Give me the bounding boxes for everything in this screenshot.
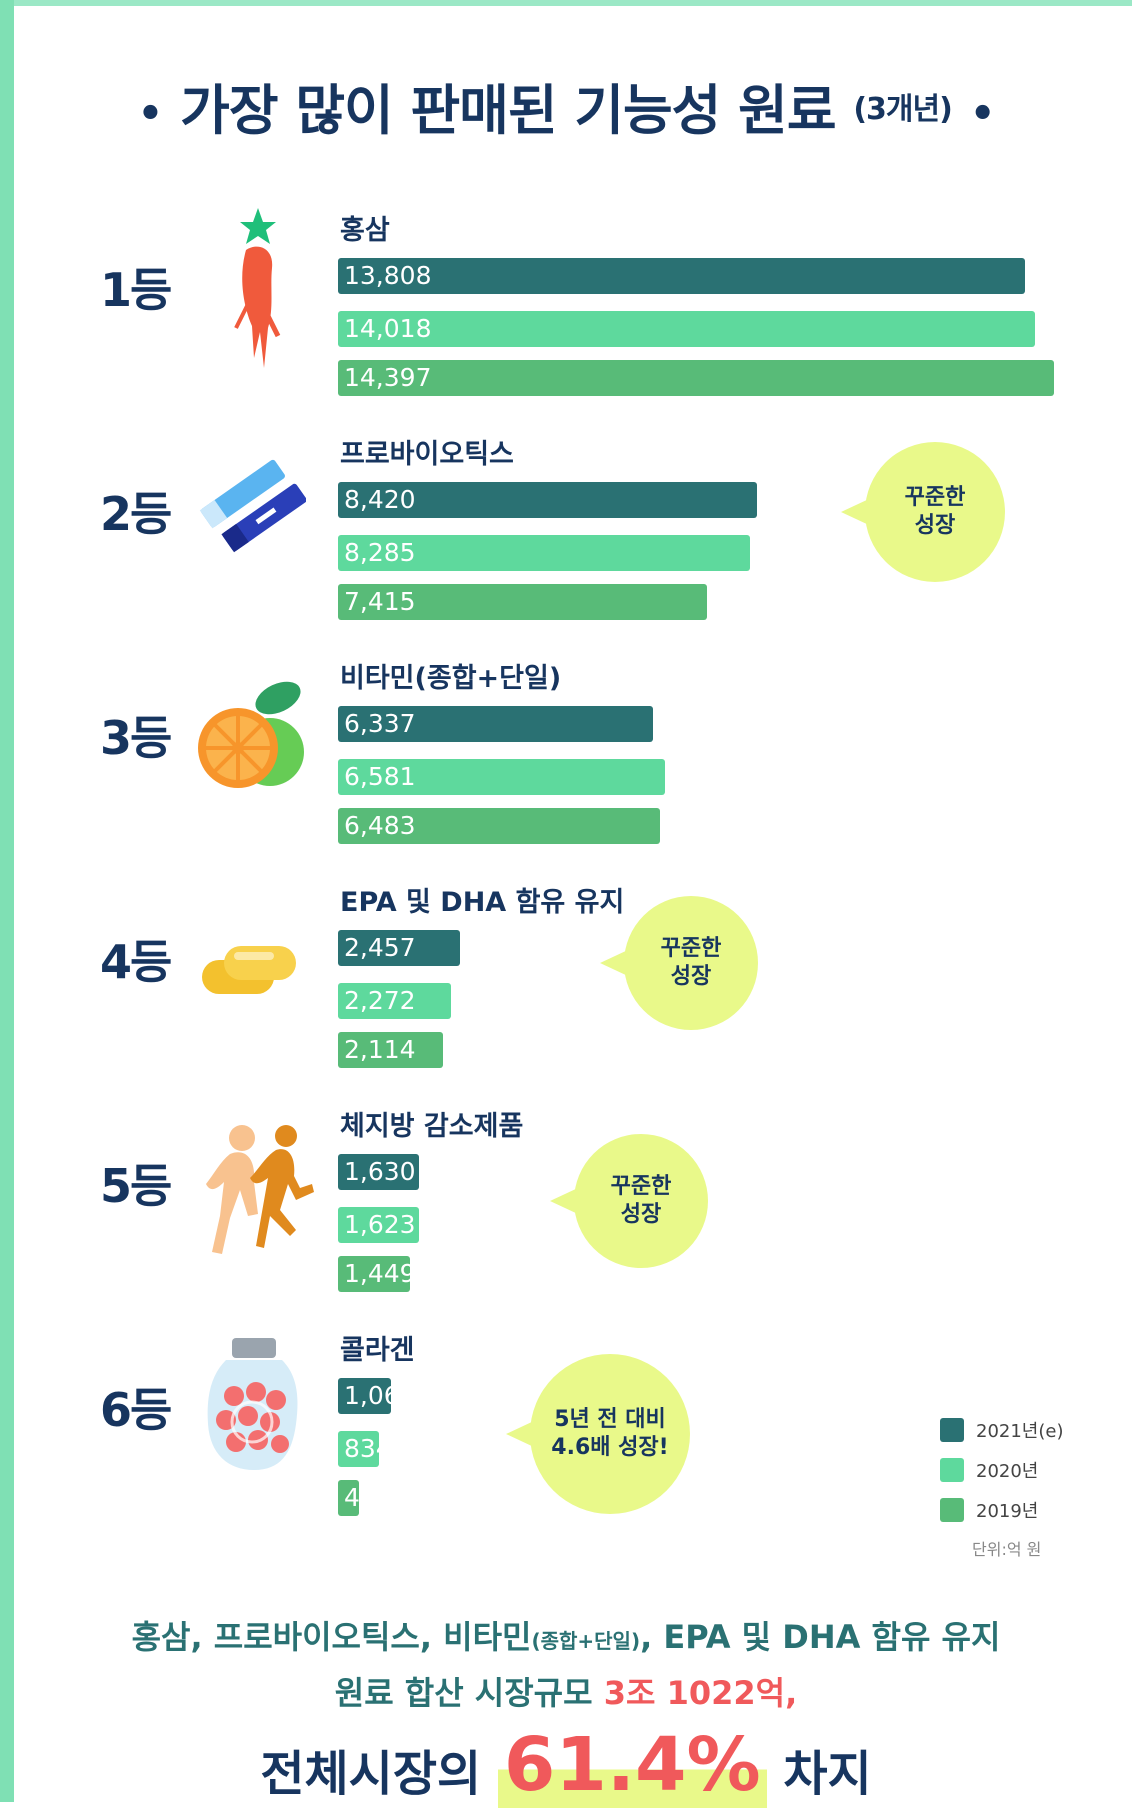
- unit-label: 단위:억 원: [972, 1540, 1042, 1559]
- legend-swatch-2021: [940, 1418, 964, 1442]
- title-bullet-left: •: [137, 91, 164, 138]
- legend-swatch-2019: [940, 1498, 964, 1522]
- title-bullet-right: •: [969, 91, 996, 138]
- legend-item-2020: 2020년: [940, 1450, 1064, 1490]
- bar-2020: 1,623: [338, 1207, 419, 1243]
- summary-line1-small: (종합+단일): [531, 1629, 641, 1653]
- summary-line3-big: 61.4%: [497, 1722, 767, 1808]
- top-border: [0, 0, 1132, 6]
- runner-icon: [200, 1118, 320, 1262]
- summary-line1-b: , EPA 및 DHA 함유 유지: [640, 1618, 1001, 1656]
- note-text: 꾸준한 성장: [610, 1174, 672, 1227]
- chart-title: • 가장 많이 판매된 기능성 원료 (3개년) •: [0, 66, 1132, 145]
- bar-2019: 427: [338, 1480, 392, 1516]
- note-bubble: 꾸준한 성장: [841, 442, 1005, 582]
- rank-label: 5등: [100, 1159, 172, 1213]
- bar-2020: 834: [338, 1431, 392, 1467]
- legend-label-2019: 2019년: [976, 1501, 1039, 1522]
- bar-2020: 6,581: [338, 759, 665, 795]
- legend: 2021년(e) 2020년 2019년: [940, 1410, 1064, 1530]
- bar-2019: 6,483: [338, 808, 660, 844]
- category-name: 비타민(종합+단일): [340, 663, 562, 694]
- omega-capsule-icon: [194, 932, 304, 1016]
- bar-2021: 1,065: [338, 1378, 416, 1414]
- category-name: 콜라겐: [340, 1335, 415, 1366]
- bar-2021: 6,337: [338, 706, 653, 742]
- bar-2021: 13,808: [338, 258, 1025, 294]
- bar-2021: 8,420: [338, 482, 757, 518]
- legend-item-2021: 2021년(e): [940, 1410, 1064, 1450]
- bar-2021: 1,630: [338, 1154, 419, 1190]
- bar-2019: 14,397: [338, 360, 1054, 396]
- summary-line1-a: 홍삼, 프로바이오틱스, 비타민: [131, 1618, 532, 1656]
- bar-2019: 7,415: [338, 584, 707, 620]
- summary-line-1: 홍삼, 프로바이오틱스, 비타민(종합+단일), EPA 및 DHA 함유 유지: [0, 1612, 1132, 1658]
- citrus-icon: [190, 676, 310, 800]
- category-name: EPA 및 DHA 함유 유지: [340, 887, 625, 918]
- rank-label: 6등: [100, 1383, 172, 1437]
- legend-swatch-2020: [940, 1458, 964, 1482]
- category-name: 체지방 감소제품: [340, 1111, 524, 1142]
- rank-label: 2등: [100, 487, 172, 541]
- category-name: 프로바이오틱스: [340, 439, 514, 470]
- legend-item-2019: 2019년: [940, 1490, 1064, 1530]
- rank-label: 3등: [100, 711, 172, 765]
- left-border: [0, 0, 14, 1802]
- bar-2020: 14,018: [338, 311, 1035, 347]
- legend-label-2021: 2021년(e): [976, 1421, 1064, 1442]
- bar-2020: 2,272: [338, 983, 451, 1019]
- note-bubble: 5년 전 대비 4.6배 성장!: [506, 1354, 690, 1514]
- note-bubble: 꾸준한 성장: [600, 896, 758, 1030]
- red-ginseng-icon: [218, 208, 298, 392]
- probiotic-stick-icon: [196, 440, 307, 574]
- note-text: 5년 전 대비 4.6배 성장!: [551, 1407, 669, 1460]
- legend-label-2020: 2020년: [976, 1461, 1039, 1482]
- rank-label: 1등: [100, 263, 172, 317]
- bar-2019: 2,114: [338, 1032, 443, 1068]
- note-text: 꾸준한 성장: [904, 485, 966, 538]
- title-main: 가장 많이 판매된 기능성 원료: [180, 79, 836, 142]
- bar-2020: 8,285: [338, 535, 750, 571]
- summary-line2-red: 3조 1022억,: [603, 1674, 798, 1712]
- note-bubble: 꾸준한 성장: [550, 1134, 708, 1268]
- note-text: 꾸준한 성장: [660, 936, 722, 989]
- summary-line3-b: 차지: [766, 1746, 872, 1802]
- summary-line-3: 전체시장의 61.4% 차지: [0, 1722, 1132, 1808]
- summary-line-2: 원료 합산 시장규모 3조 1022억,: [0, 1668, 1132, 1714]
- category-name: 홍삼: [340, 215, 390, 246]
- summary-line2-a: 원료 합산 시장규모: [334, 1674, 604, 1712]
- rank-label: 4등: [100, 935, 172, 989]
- collagen-jar-icon: [196, 1334, 306, 1478]
- title-suffix: (3개년): [853, 92, 952, 127]
- bar-2021: 2,457: [338, 930, 460, 966]
- summary-line3-a: 전체시장의: [260, 1746, 498, 1802]
- bar-2019: 1,449: [338, 1256, 416, 1292]
